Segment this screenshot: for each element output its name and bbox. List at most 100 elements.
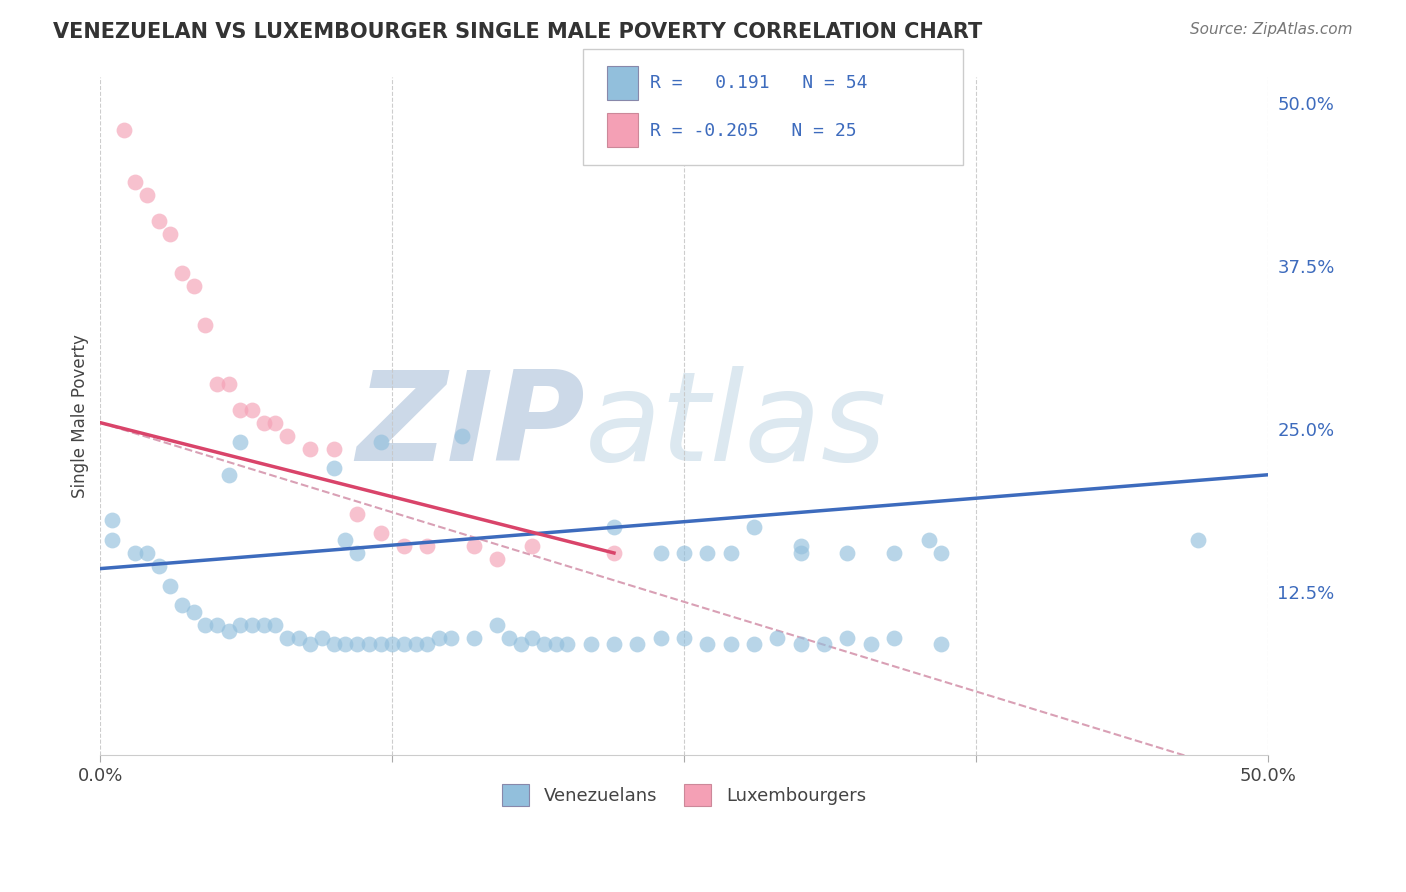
Point [463,540,485,554]
Point [136,546,159,560]
Point [170,266,193,280]
Point [136,187,159,202]
Point [346,507,368,521]
Point [837,546,859,560]
Point [264,617,287,632]
Point [205,376,228,391]
Point [522,540,544,554]
Point [240,617,263,632]
Point [883,631,905,645]
Point [603,546,626,560]
Point [439,631,461,645]
Point [392,637,415,651]
Point [672,546,695,560]
Point [381,637,404,651]
Point [603,520,626,534]
Point [427,631,450,645]
Point [229,435,252,450]
Point [240,402,263,417]
Point [311,631,333,645]
Text: atlas: atlas [585,366,887,487]
Text: ZIP: ZIP [356,366,585,487]
Point [416,637,439,651]
Point [288,631,311,645]
Point [883,546,905,560]
Point [929,546,952,560]
Point [335,637,357,651]
Text: R =   0.191   N = 54: R = 0.191 N = 54 [650,75,868,93]
Point [101,513,124,527]
Point [148,559,170,574]
Point [392,540,415,554]
Point [672,631,695,645]
Point [650,546,672,560]
Point [218,376,240,391]
Point [124,546,146,560]
Point [346,546,368,560]
Point [720,637,742,651]
Point [696,637,718,651]
Point [229,402,252,417]
Point [194,318,217,332]
Point [299,637,322,651]
Point [370,435,392,450]
Point [335,533,357,547]
Point [544,637,567,651]
Point [509,637,531,651]
Point [837,631,859,645]
Point [579,637,602,651]
Point [159,578,181,592]
Point [112,122,135,136]
Point [790,637,813,651]
Point [183,279,205,293]
Text: VENEZUELAN VS LUXEMBOURGER SINGLE MALE POVERTY CORRELATION CHART: VENEZUELAN VS LUXEMBOURGER SINGLE MALE P… [53,22,983,42]
Point [498,631,520,645]
Point [790,540,813,554]
Point [346,637,368,651]
Point [357,637,380,651]
Point [370,637,392,651]
Point [790,546,813,560]
Point [405,637,427,651]
Text: Source: ZipAtlas.com: Source: ZipAtlas.com [1189,22,1353,37]
Point [720,546,742,560]
Point [322,442,344,456]
Point [253,617,276,632]
Point [463,631,485,645]
Point [555,637,578,651]
Point [813,637,835,651]
Point [183,605,205,619]
Point [370,526,392,541]
Point [276,428,298,442]
Point [276,631,298,645]
Point [1187,533,1209,547]
Point [322,637,344,651]
Point [264,416,287,430]
Y-axis label: Single Male Poverty: Single Male Poverty [72,334,89,498]
Point [205,617,228,632]
Point [918,533,941,547]
Point [603,637,626,651]
Point [486,552,509,566]
Point [626,637,648,651]
Point [124,175,146,189]
Point [416,540,439,554]
Point [859,637,882,651]
Point [533,637,555,651]
Point [742,520,765,534]
Point [322,461,344,475]
Point [451,428,474,442]
Point [299,442,322,456]
Point [159,227,181,241]
Text: R = -0.205   N = 25: R = -0.205 N = 25 [650,121,856,139]
Point [170,598,193,612]
Point [229,617,252,632]
Point [194,617,217,632]
Point [522,631,544,645]
Point [101,533,124,547]
Legend: Venezuelans, Luxembourgers: Venezuelans, Luxembourgers [495,777,873,814]
Point [253,416,276,430]
Point [148,213,170,227]
Point [650,631,672,645]
Point [929,637,952,651]
